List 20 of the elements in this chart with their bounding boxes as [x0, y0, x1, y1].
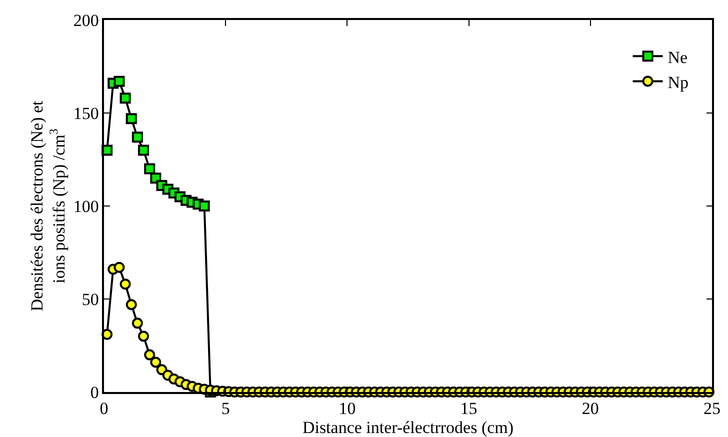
point	[132, 132, 143, 143]
x-axis-title: Distance inter-électrrodes (cm)	[302, 418, 514, 437]
y-tick-label: 200	[73, 10, 99, 30]
legend-label: Np	[668, 72, 689, 92]
x-tick-label: 15	[460, 399, 478, 418]
point	[120, 92, 131, 104]
point	[114, 76, 125, 87]
x-tick-label: 10	[338, 399, 356, 418]
y-tick-label: 150	[73, 104, 99, 123]
x-tick-label: 20	[582, 399, 599, 418]
x-tick-label: 25	[704, 399, 720, 418]
point	[126, 113, 137, 124]
y-tick-label: 100	[73, 196, 99, 216]
point	[138, 144, 150, 156]
point	[144, 163, 156, 174]
point	[198, 200, 210, 212]
x-tick-label: 5	[221, 399, 230, 418]
legend-label: Ne	[668, 48, 688, 67]
y-tick-label: 50	[82, 290, 99, 309]
y-tick-label: 0	[90, 382, 99, 402]
